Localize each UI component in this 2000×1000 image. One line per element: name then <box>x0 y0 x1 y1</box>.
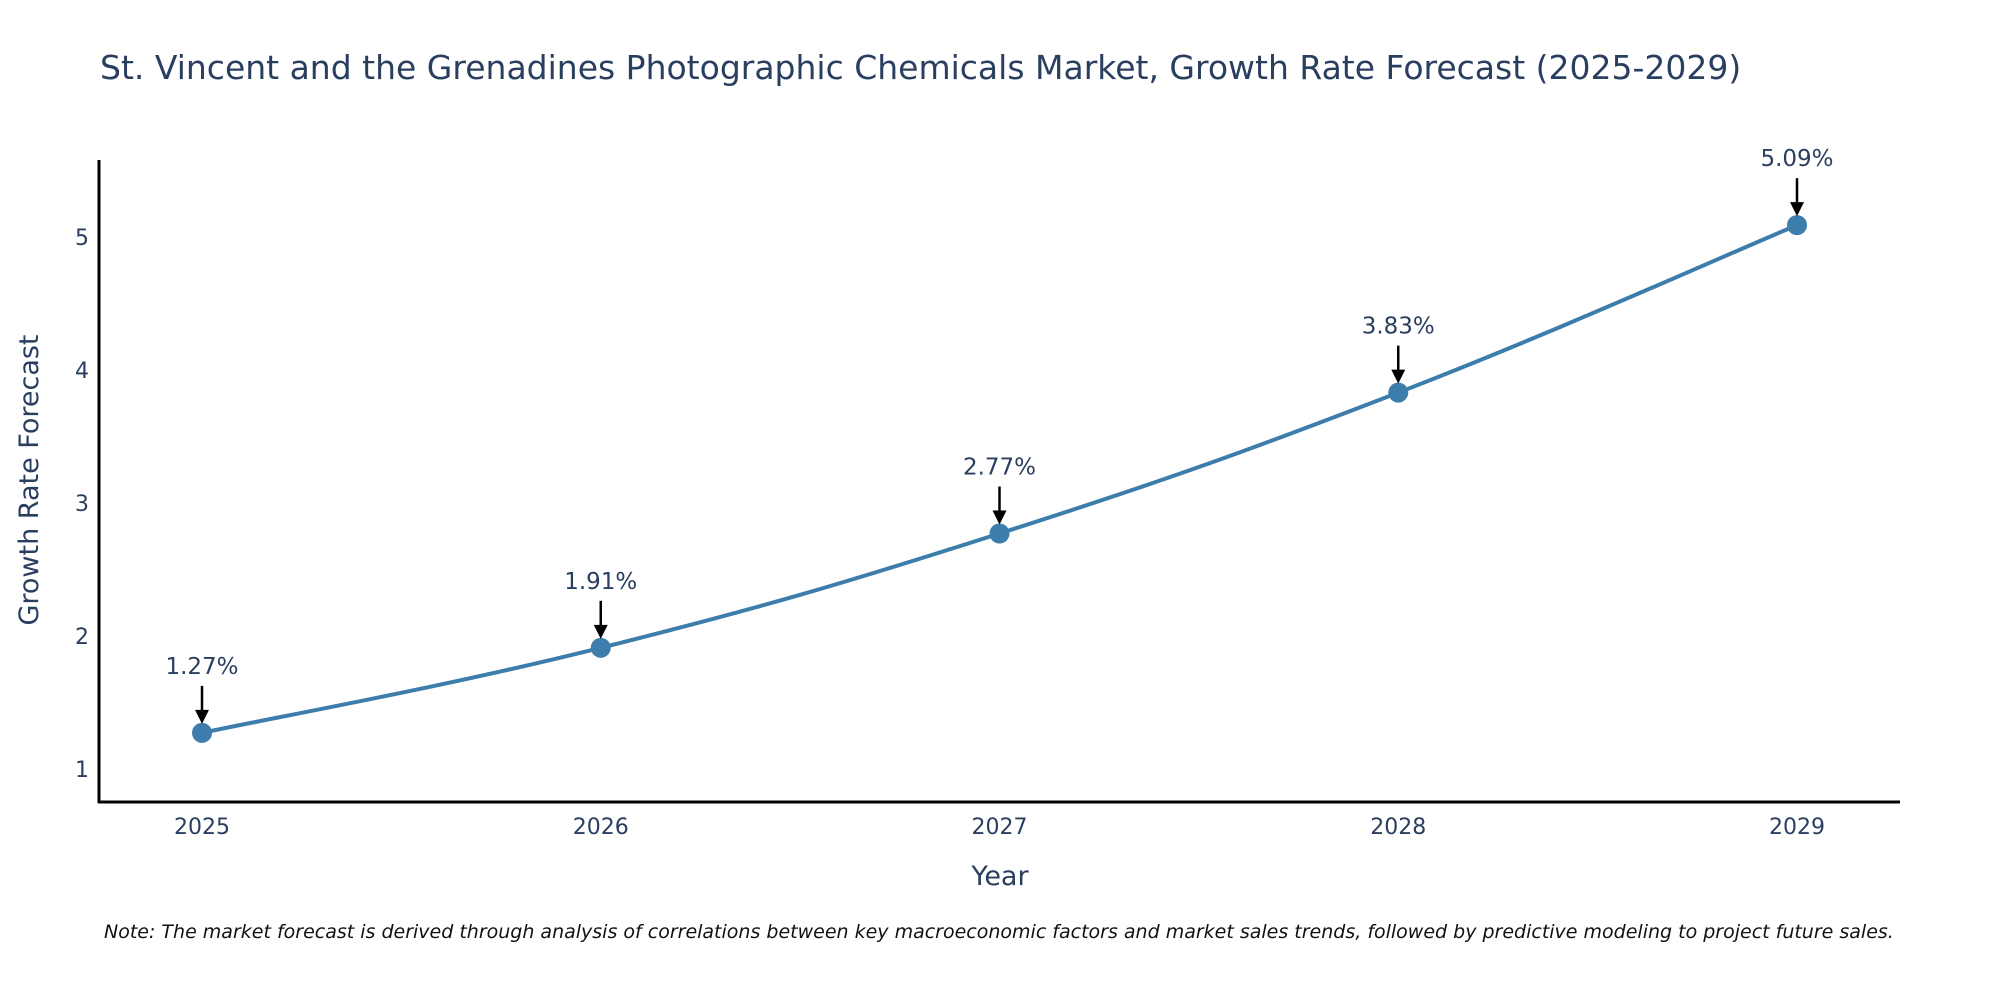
annotation-arrow-head <box>992 510 1007 525</box>
footnote-note: Note: The market forecast is derived thr… <box>104 921 1894 943</box>
data-label: 5.09% <box>1760 146 1833 172</box>
y-axis-title: Growth Rate Forecast <box>14 334 45 625</box>
data-point <box>989 523 1010 544</box>
annotation-arrow-head <box>195 709 209 724</box>
y-tick-label: 2 <box>75 625 89 650</box>
annotation-arrow-head <box>1790 202 1804 217</box>
x-tick-label: 2026 <box>573 815 629 840</box>
annotation-arrow-head <box>1391 369 1406 384</box>
x-tick-label: 2027 <box>972 815 1028 840</box>
y-tick-label: 3 <box>75 492 89 517</box>
y-tick-label: 1 <box>75 758 89 783</box>
y-tick-label: 5 <box>75 226 89 251</box>
data-point <box>192 722 212 743</box>
data-label: 2.77% <box>963 455 1036 481</box>
x-tick-label: 2025 <box>174 815 230 840</box>
data-point <box>1787 215 1807 236</box>
data-label: 1.91% <box>564 569 637 595</box>
x-axis-title: Year <box>970 861 1029 892</box>
x-tick-label: 2029 <box>1769 815 1825 840</box>
data-label: 1.27% <box>165 654 238 680</box>
y-tick-label: 4 <box>75 359 89 384</box>
annotation-arrow-head <box>593 624 608 639</box>
x-tick-label: 2028 <box>1370 815 1426 840</box>
data-point <box>590 637 611 658</box>
data-label: 3.83% <box>1362 314 1435 340</box>
chart-title: St. Vincent and the Grenadines Photograp… <box>100 48 1742 87</box>
data-point <box>1388 382 1409 403</box>
